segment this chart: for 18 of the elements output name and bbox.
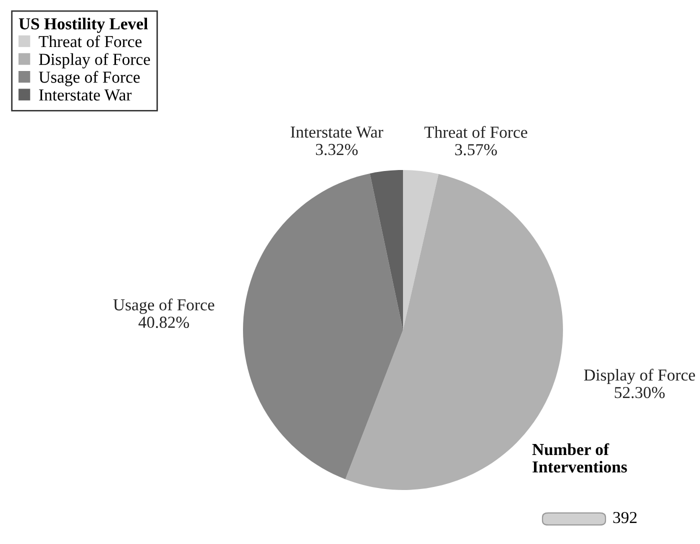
slice-label: Threat of Force	[424, 126, 528, 138]
data-label: 3.32%	[316, 144, 358, 156]
legend-label: Threat of Force	[38, 35, 142, 48]
text: Number of Interventions	[532, 443, 627, 473]
legend-label: Usage of Force	[38, 70, 140, 86]
pie-slice	[370, 170, 403, 330]
pie-slice	[243, 173, 403, 480]
data-label: 52.30%	[614, 386, 665, 398]
data-label: 40.82%	[138, 316, 190, 328]
text: 392	[613, 512, 637, 524]
slice-label: Display of Force	[584, 368, 695, 384]
pie-slice	[402, 170, 439, 330]
legend-title: US Hostility Level	[18, 18, 148, 33]
slice-label: Usage of Force	[113, 298, 214, 314]
legend-label: Interstate War	[39, 90, 132, 101]
slice-label: Interstate War	[290, 126, 384, 138]
legend-label: Display of Force	[38, 53, 150, 68]
data-label: 3.57%	[455, 144, 497, 156]
